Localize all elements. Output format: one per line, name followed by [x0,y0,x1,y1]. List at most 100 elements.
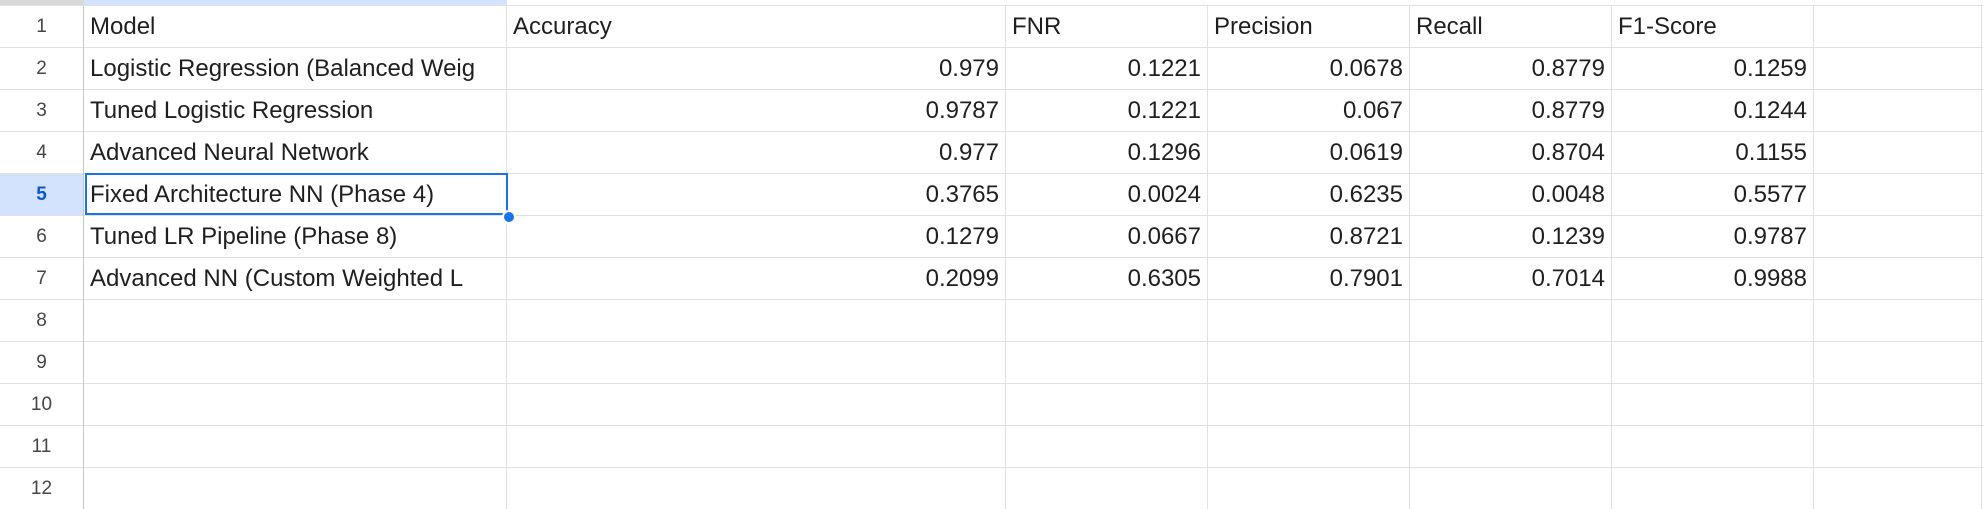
cell-b6[interactable]: 0.1279 [507,216,1006,258]
cell-e7[interactable]: 0.7014 [1410,258,1612,300]
cell-e9[interactable] [1410,342,1612,384]
row-header-1[interactable]: 1 [0,6,83,48]
cell-g2[interactable] [1814,48,1982,90]
cell-e10[interactable] [1410,384,1612,426]
cell-d8[interactable] [1208,300,1410,342]
row-header-11[interactable]: 11 [0,426,83,468]
cell-f5[interactable]: 0.5577 [1612,174,1814,216]
select-all-corner[interactable] [0,0,84,5]
cell-d11[interactable] [1208,426,1410,468]
cell-f1[interactable]: F1-Score [1612,6,1814,48]
cell-f3[interactable]: 0.1244 [1612,90,1814,132]
cell-f7[interactable]: 0.9988 [1612,258,1814,300]
cell-g11[interactable] [1814,426,1982,468]
row-header-column: 1 2 3 4 5 6 7 8 9 10 11 12 [0,6,84,509]
cell-b7[interactable]: 0.2099 [507,258,1006,300]
cell-b1[interactable]: Accuracy [507,6,1006,48]
cell-e8[interactable] [1410,300,1612,342]
cell-g8[interactable] [1814,300,1982,342]
cell-b8[interactable] [507,300,1006,342]
cell-b11[interactable] [507,426,1006,468]
row-header-6[interactable]: 6 [0,216,83,258]
cell-b3[interactable]: 0.9787 [507,90,1006,132]
cell-e2[interactable]: 0.8779 [1410,48,1612,90]
cell-b10[interactable] [507,384,1006,426]
cell-e11[interactable] [1410,426,1612,468]
cell-g7[interactable] [1814,258,1982,300]
cell-d7[interactable]: 0.7901 [1208,258,1410,300]
cell-f2[interactable]: 0.1259 [1612,48,1814,90]
cell-f9[interactable] [1612,342,1814,384]
row-header-7[interactable]: 7 [0,258,83,300]
cell-d12[interactable] [1208,468,1410,509]
cell-c6[interactable]: 0.0667 [1006,216,1208,258]
cell-e1[interactable]: Recall [1410,6,1612,48]
cell-e5[interactable]: 0.0048 [1410,174,1612,216]
cell-c4[interactable]: 0.1296 [1006,132,1208,174]
cell-d6[interactable]: 0.8721 [1208,216,1410,258]
cell-g4[interactable] [1814,132,1982,174]
cell-d5[interactable]: 0.6235 [1208,174,1410,216]
cell-b4[interactable]: 0.977 [507,132,1006,174]
cell-c11[interactable] [1006,426,1208,468]
cell-c10[interactable] [1006,384,1208,426]
cell-a5[interactable]: Fixed Architecture NN (Phase 4) [84,174,507,216]
fill-handle[interactable] [502,210,516,224]
cell-a8[interactable] [84,300,507,342]
cell-b5[interactable]: 0.3765 [507,174,1006,216]
cell-g12[interactable] [1814,468,1982,509]
cell-f4[interactable]: 0.1155 [1612,132,1814,174]
cell-d10[interactable] [1208,384,1410,426]
cell-g3[interactable] [1814,90,1982,132]
row-header-12[interactable]: 12 [0,468,83,509]
cell-a1[interactable]: Model [84,6,507,48]
cell-d1[interactable]: Precision [1208,6,1410,48]
cell-a4[interactable]: Advanced Neural Network [84,132,507,174]
cell-e3[interactable]: 0.8779 [1410,90,1612,132]
row-header-8[interactable]: 8 [0,300,83,342]
cell-c5[interactable]: 0.0024 [1006,174,1208,216]
cell-a12[interactable] [84,468,507,509]
cell-a6[interactable]: Tuned LR Pipeline (Phase 8) [84,216,507,258]
cell-f6[interactable]: 0.9787 [1612,216,1814,258]
cell-e6[interactable]: 0.1239 [1410,216,1612,258]
cell-b9[interactable] [507,342,1006,384]
cell-e4[interactable]: 0.8704 [1410,132,1612,174]
cell-d2[interactable]: 0.0678 [1208,48,1410,90]
column-header-a[interactable] [84,0,507,5]
cell-c12[interactable] [1006,468,1208,509]
cell-f8[interactable] [1612,300,1814,342]
cell-c3[interactable]: 0.1221 [1006,90,1208,132]
cell-c2[interactable]: 0.1221 [1006,48,1208,90]
row-header-9[interactable]: 9 [0,342,83,384]
row-header-5[interactable]: 5 [0,174,83,216]
cell-e12[interactable] [1410,468,1612,509]
cell-a10[interactable] [84,384,507,426]
cell-d4[interactable]: 0.0619 [1208,132,1410,174]
row-header-2[interactable]: 2 [0,48,83,90]
cell-g5[interactable] [1814,174,1982,216]
cell-f10[interactable] [1612,384,1814,426]
cell-a3[interactable]: Tuned Logistic Regression [84,90,507,132]
cell-g9[interactable] [1814,342,1982,384]
cell-c7[interactable]: 0.6305 [1006,258,1208,300]
cell-f11[interactable] [1612,426,1814,468]
cell-b2[interactable]: 0.979 [507,48,1006,90]
cell-f12[interactable] [1612,468,1814,509]
cell-a7[interactable]: Advanced NN (Custom Weighted L [84,258,507,300]
row-header-3[interactable]: 3 [0,90,83,132]
cell-c1[interactable]: FNR [1006,6,1208,48]
cell-a2[interactable]: Logistic Regression (Balanced Weig [84,48,507,90]
cell-c8[interactable] [1006,300,1208,342]
cell-d3[interactable]: 0.067 [1208,90,1410,132]
cell-c9[interactable] [1006,342,1208,384]
cell-g10[interactable] [1814,384,1982,426]
cell-a11[interactable] [84,426,507,468]
row-header-10[interactable]: 10 [0,384,83,426]
cell-d9[interactable] [1208,342,1410,384]
cell-g1[interactable] [1814,6,1982,48]
row-header-4[interactable]: 4 [0,132,83,174]
cell-g6[interactable] [1814,216,1982,258]
cell-b12[interactable] [507,468,1006,509]
cell-a9[interactable] [84,342,507,384]
